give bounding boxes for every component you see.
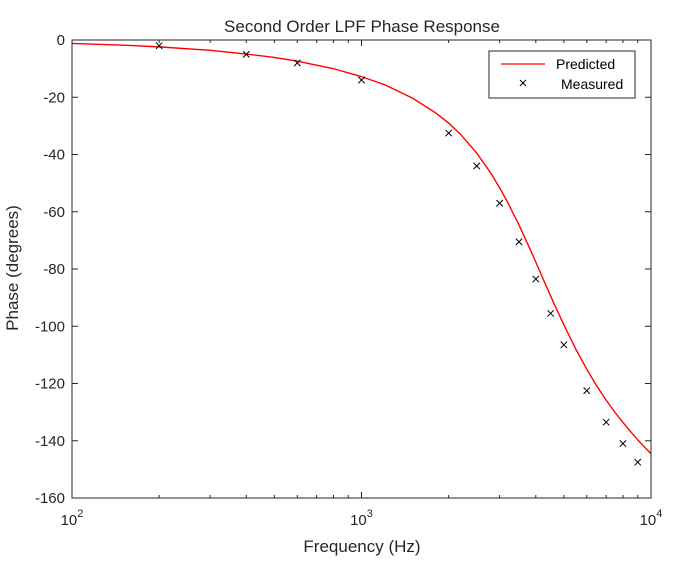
plot-area: [72, 40, 651, 498]
measured-point: [602, 418, 610, 426]
y-tick-label: -80: [43, 261, 65, 278]
series-layer: [71, 42, 652, 466]
measured-point: [242, 50, 250, 58]
measured-point: [634, 458, 642, 466]
legend: Predicted Measured: [488, 50, 636, 99]
measured-point: [293, 59, 301, 67]
measured-point: [155, 42, 163, 50]
measured-point: [560, 341, 568, 349]
y-tick-label: -140: [35, 433, 65, 450]
x-tick-label: 102: [61, 508, 84, 529]
legend-measured-label: Measured: [561, 76, 623, 92]
measured-point: [445, 129, 453, 137]
measured-point: [583, 387, 591, 395]
measured-point: [357, 76, 366, 84]
y-axis-label: Phase (degrees): [3, 205, 22, 331]
legend-predicted-label: Predicted: [556, 56, 615, 72]
measured-point: [473, 162, 481, 170]
measured-point: [496, 199, 504, 207]
legend-box: [488, 50, 636, 99]
measured-point: [547, 309, 555, 317]
y-tick-label: -60: [43, 204, 65, 221]
y-tick-label: -120: [35, 376, 65, 393]
predicted-series-line: [71, 42, 652, 455]
y-tick-label: -100: [35, 318, 65, 335]
y-tick-label: 0: [57, 32, 65, 49]
y-tick-label: -20: [43, 89, 65, 106]
legend-measured-swatch: [519, 79, 527, 87]
y-tick-label: -40: [43, 147, 65, 164]
x-tick-label-base: 10: [350, 512, 367, 529]
measured-point: [515, 238, 523, 246]
x-tick-label: 103: [350, 508, 373, 529]
x-tick-label-base: 10: [61, 512, 78, 529]
chart-title: Second Order LPF Phase Response: [224, 17, 500, 36]
x-tick-label-exponent: 3: [367, 508, 373, 520]
x-tick-label: 104: [640, 508, 663, 529]
x-tick-label-base: 10: [640, 512, 657, 529]
x-tick-label-exponent: 2: [77, 508, 83, 520]
x-axis-label: Frequency (Hz): [303, 537, 420, 556]
measured-point: [619, 440, 627, 448]
measured-point: [532, 275, 540, 283]
y-tick-label: -160: [35, 490, 65, 507]
x-tick-label-exponent: 4: [656, 508, 662, 520]
